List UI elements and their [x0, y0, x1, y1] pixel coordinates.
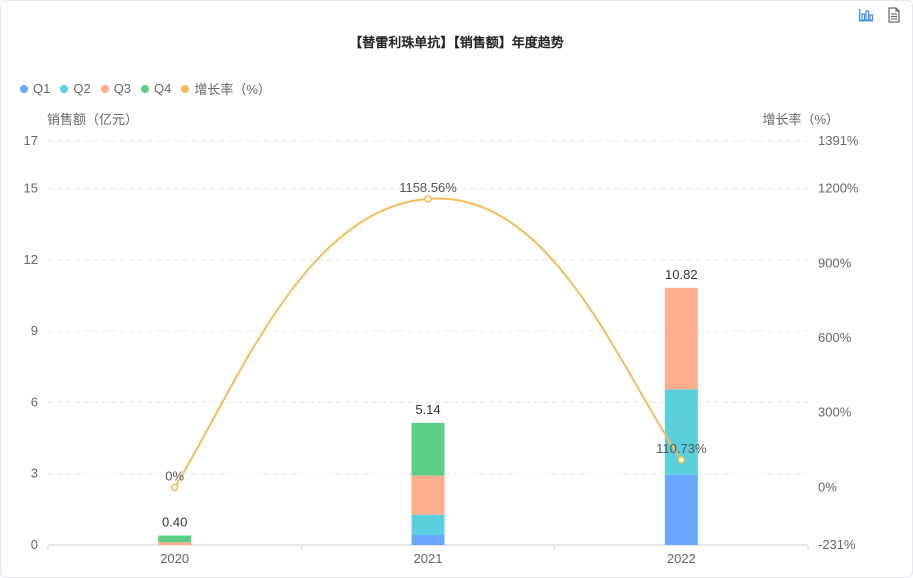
bar-q2: [411, 514, 445, 536]
legend: Q1 Q2 Q3 Q4 增长率（%）: [20, 79, 271, 98]
y-tick-label-left: 6: [31, 394, 38, 409]
bar-q3: [158, 542, 192, 545]
legend-label-q3: Q3: [113, 81, 132, 96]
y-axis-title-left: 销售额（亿元）: [47, 112, 139, 127]
bar-q4: [411, 422, 445, 476]
legend-dot-growth: [181, 84, 190, 93]
y-tick-label-left: 17: [24, 133, 38, 148]
bar-total-label: 0.40: [162, 514, 187, 529]
growth-label: 0%: [165, 468, 184, 483]
legend-item-q1[interactable]: Q1: [20, 79, 50, 98]
y-tick-label-left: 15: [24, 181, 38, 196]
legend-label-q4: Q4: [154, 81, 172, 96]
bar-q1: [411, 535, 445, 545]
y-tick-label-right: 0%: [818, 479, 837, 494]
legend-label-q1: Q1: [33, 81, 51, 96]
chart-toolbar: [857, 6, 903, 24]
y-tick-label-left: 9: [31, 323, 38, 338]
bar-q1: [664, 474, 698, 545]
growth-point: [424, 195, 432, 203]
y-tick-label-right: 1391%: [818, 133, 859, 148]
legend-dot-q2: [60, 84, 69, 93]
growth-label: 110.73%: [656, 441, 707, 456]
growth-label: 1158.56%: [399, 180, 457, 195]
y-tick-label-left: 0: [31, 537, 38, 552]
chart-title: 【替雷利珠单抗】【销售额】年度趋势: [349, 35, 564, 50]
y-tick-label-right: -231%: [818, 537, 856, 552]
bar-total-label: 5.14: [415, 402, 440, 417]
y-tick-label-left: 3: [31, 466, 38, 481]
y-tick-label-right: 900%: [818, 255, 852, 270]
bar-q3: [411, 475, 445, 515]
bar-q4: [158, 535, 192, 543]
legend-dot-q3: [100, 84, 109, 93]
legend-label-q2: Q2: [73, 81, 91, 96]
y-axis-title-right: 增长率（%）: [762, 112, 839, 127]
legend-item-q2[interactable]: Q2: [60, 79, 91, 98]
y-tick-label-right: 300%: [818, 405, 852, 420]
x-tick-label: 2022: [667, 551, 696, 566]
legend-dot-q4: [141, 84, 150, 93]
bar-total-label: 10.82: [665, 267, 698, 282]
y-tick-label-right: 1200%: [818, 181, 859, 196]
legend-item-growth[interactable]: 增长率（%）: [181, 79, 271, 98]
legend-dot-q1: [20, 84, 28, 93]
legend-label-growth: 增长率（%）: [194, 82, 271, 97]
legend-item-q4[interactable]: Q4: [141, 79, 171, 98]
x-tick-label: 2020: [160, 551, 189, 566]
bar-q3: [664, 287, 698, 390]
growth-point: [677, 456, 686, 464]
growth-point: [170, 483, 179, 492]
legend-item-q3[interactable]: Q3: [100, 79, 132, 98]
y-tick-label-left: 12: [24, 252, 38, 267]
y-tick-label-right: 600%: [818, 330, 852, 345]
document-icon[interactable]: [885, 6, 903, 24]
bar-chart-icon[interactable]: [857, 6, 875, 24]
x-tick-label: 2021: [414, 551, 443, 566]
